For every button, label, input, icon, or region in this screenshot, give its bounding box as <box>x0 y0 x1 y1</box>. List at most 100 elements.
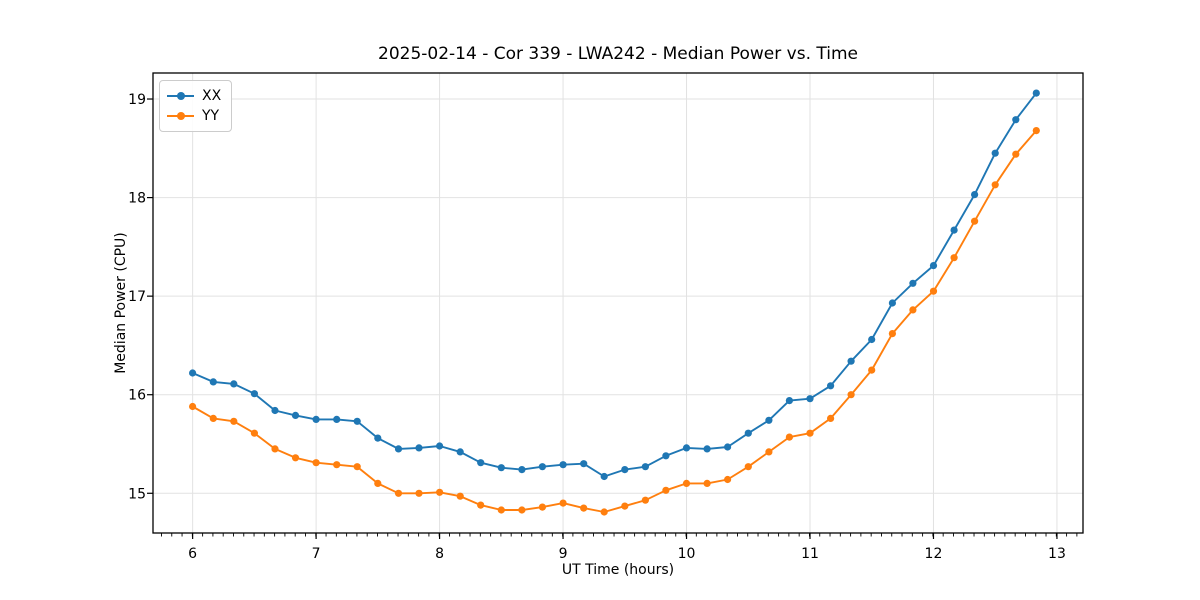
series-yy-point <box>230 417 238 425</box>
series-yy-point <box>415 489 423 497</box>
series-yy-point <box>703 479 711 487</box>
series-yy-point <box>991 181 999 189</box>
legend-line-marker-icon <box>167 106 194 126</box>
series-yy-point <box>250 429 258 437</box>
series-xx-point <box>209 378 217 386</box>
series-xx-point <box>744 429 752 437</box>
series-xx-point <box>230 380 238 388</box>
plot-border <box>152 72 1084 534</box>
legend-label-xx: XX <box>202 88 222 104</box>
x-tick-label: 9 <box>559 546 568 562</box>
series-yy-point <box>971 217 979 225</box>
series-xx-point <box>497 464 505 472</box>
series-xx-point <box>888 299 897 307</box>
series-yy-point <box>538 503 547 511</box>
y-tick-label: 15 <box>128 486 146 502</box>
series-yy-point <box>950 254 958 262</box>
series-xx-point <box>333 415 341 423</box>
series-xx-point <box>991 149 999 157</box>
y-tick-label: 18 <box>128 191 146 207</box>
series-yy-point <box>559 499 567 507</box>
series-xx-point <box>600 472 608 481</box>
series-xx-point <box>909 279 917 287</box>
series-yy-point <box>1012 150 1020 158</box>
x-tick-label: 11 <box>801 546 819 562</box>
legend: XX YY <box>159 80 233 132</box>
series-xx-point <box>250 390 258 398</box>
series-xx-point <box>641 463 650 471</box>
series-yy-point <box>847 391 855 399</box>
series-yy-point <box>765 448 773 456</box>
series-yy-point <box>785 433 794 441</box>
series-yy-point <box>189 402 197 411</box>
series-yy-point <box>394 489 403 497</box>
series-xx-point <box>353 417 361 425</box>
series-yy-point <box>333 461 341 469</box>
series-yy-point <box>600 508 608 516</box>
series-xx-point <box>868 335 876 344</box>
series-xx-point <box>806 395 814 403</box>
series-yy-point <box>682 479 691 487</box>
series-xx-point <box>621 466 629 474</box>
x-axis-label: UT Time (hours) <box>561 562 675 578</box>
series-xx-point <box>538 463 547 471</box>
y-tick-label: 17 <box>128 289 146 305</box>
series-yy-point <box>209 414 217 422</box>
series-yy-line <box>191 129 1038 513</box>
series-xx-point <box>477 459 485 467</box>
series-xx-point <box>662 452 670 460</box>
series-yy-point <box>868 366 876 374</box>
series-xx-point <box>971 191 979 199</box>
x-tick-label: 7 <box>312 546 321 562</box>
series-yy-point <box>744 463 752 471</box>
series-yy-point <box>518 506 526 514</box>
series-yy-point <box>374 479 382 487</box>
series-yy-point <box>436 488 444 496</box>
series-xx-point <box>394 445 403 453</box>
series-xx-point <box>456 448 464 456</box>
series-xx-point <box>703 445 711 453</box>
series-xx-point <box>724 443 732 451</box>
chart-title: 2025-02-14 - Cor 339 - LWA242 - Median P… <box>378 44 858 64</box>
series-yy-point <box>888 330 897 338</box>
series-xx-point <box>1032 89 1040 97</box>
series-xx-point <box>950 226 958 234</box>
series-yy-point <box>1032 127 1040 135</box>
x-tick-label: 6 <box>188 546 197 562</box>
series-xx-point <box>1012 116 1020 124</box>
series-yy-point <box>621 502 629 510</box>
series-xx-point <box>518 466 526 474</box>
legend-item-yy: YY <box>167 106 221 126</box>
series-xx-point <box>436 442 444 450</box>
series-yy-point <box>353 463 361 471</box>
series-yy-point <box>909 306 917 314</box>
series-xx-point <box>827 382 835 390</box>
series-xx-point <box>312 415 320 423</box>
y-tick-label: 19 <box>128 92 146 108</box>
legend-item-xx: XX <box>167 86 221 106</box>
series-xx-point <box>415 444 423 452</box>
y-axis-label: Median Power (CPU) <box>113 232 129 374</box>
series-yy-point <box>312 459 320 467</box>
series-xx-point <box>580 460 588 468</box>
series-yy-point <box>497 506 505 514</box>
series-yy-point <box>662 486 670 494</box>
legend-line-marker-icon <box>167 86 194 106</box>
series-xx-point <box>559 461 567 469</box>
series-yy-point <box>929 287 938 295</box>
series-yy-point <box>477 501 485 509</box>
series-xx-point <box>291 411 300 419</box>
series-xx-point <box>374 434 382 442</box>
x-tick-label: 12 <box>925 546 943 562</box>
series-yy-point <box>456 492 464 500</box>
x-tick-label: 10 <box>678 546 696 562</box>
x-tick-label: 13 <box>1048 546 1066 562</box>
y-tick-label: 16 <box>128 388 146 404</box>
series-xx-point <box>929 262 938 270</box>
series-yy-point <box>271 445 279 453</box>
series-xx-point <box>189 369 197 377</box>
series-yy-point <box>291 454 300 462</box>
x-tick-label: 8 <box>435 546 444 562</box>
